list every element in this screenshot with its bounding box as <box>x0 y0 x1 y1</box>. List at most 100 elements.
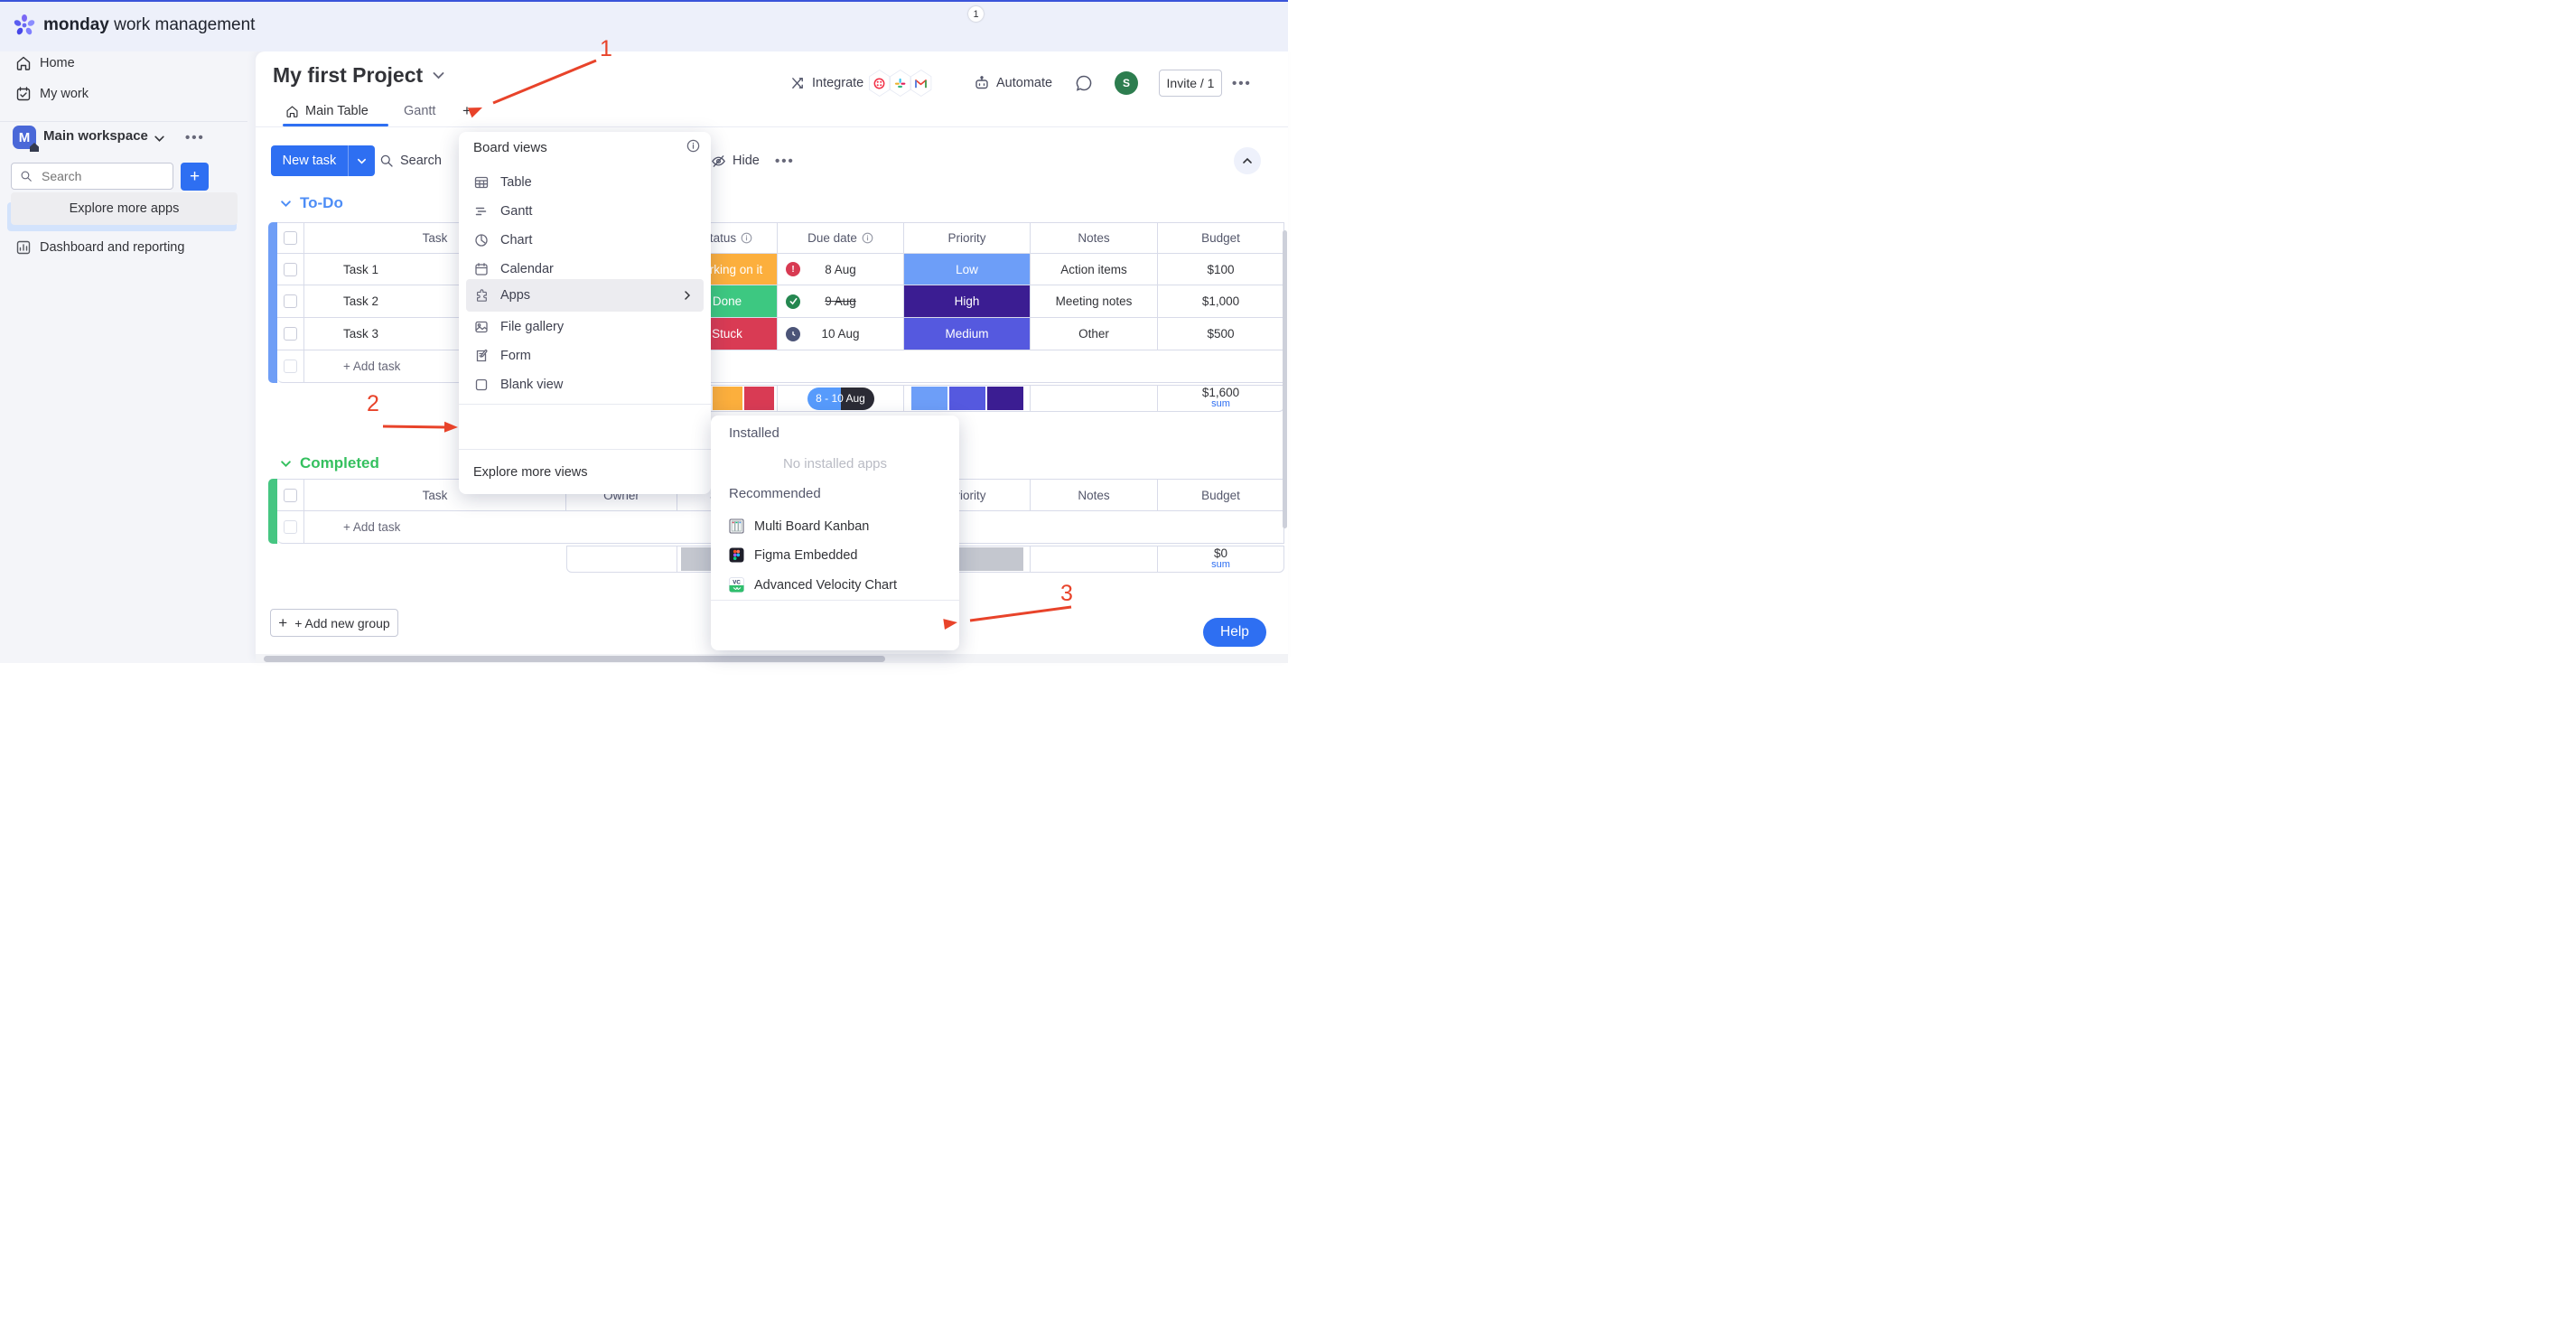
add-task-row-todo[interactable]: + Add task <box>277 350 1284 383</box>
add-board-button[interactable]: + <box>181 163 209 191</box>
info-icon[interactable] <box>686 139 700 153</box>
toolbar-menu-dots[interactable]: ••• <box>775 154 795 169</box>
sidebar-search-input[interactable] <box>40 168 161 184</box>
notes-cell[interactable]: Action items <box>1031 254 1158 285</box>
sidebar-search[interactable] <box>11 163 173 190</box>
board-views-item-form[interactable]: Form <box>466 342 704 369</box>
board-title[interactable]: My first Project <box>273 63 445 88</box>
add-view-tab[interactable]: + <box>462 102 471 119</box>
workspace-name[interactable]: Main workspace <box>43 128 148 144</box>
board-menu-dots[interactable]: ••• <box>1232 76 1252 91</box>
workspace-chevron-down-icon[interactable] <box>154 133 165 145</box>
gantt-icon <box>475 207 487 215</box>
info-icon <box>862 232 873 244</box>
board-views-item-calendar[interactable]: Calendar <box>466 256 704 282</box>
due-date-cell[interactable]: ! 8 Aug <box>778 254 904 285</box>
board-views-item-chart[interactable]: Chart <box>466 227 704 253</box>
upcoming-clock-icon <box>786 326 800 341</box>
select-all-checkbox[interactable] <box>277 479 304 511</box>
column-header-due-date[interactable]: Due date <box>778 222 904 254</box>
group-color-bar-todo <box>268 222 277 383</box>
sidebar-item-dashboard-and-reporting[interactable]: Dashboard and reporting <box>0 233 247 262</box>
workspace-initial: M <box>18 129 31 145</box>
sidebar-item-home[interactable]: Home <box>0 49 247 78</box>
app-item-multi-board-kanban[interactable]: Multi Board Kanban <box>722 513 948 539</box>
workspace-icon[interactable]: M <box>13 126 39 152</box>
horizontal-scrollbar-thumb[interactable] <box>264 656 885 662</box>
slack-badge-icon <box>890 70 911 97</box>
board-member-avatar[interactable]: S <box>1115 71 1138 95</box>
board-chat-icon[interactable] <box>1075 74 1093 92</box>
board-views-item-apps[interactable]: Apps <box>466 279 704 312</box>
group-collapse-chevron-icon[interactable] <box>280 458 292 470</box>
group-title-todo[interactable]: To-Do <box>280 192 343 214</box>
group-title-completed[interactable]: Completed <box>280 453 379 474</box>
submenu-divider <box>711 600 959 601</box>
board-search-button[interactable]: Search <box>379 145 442 176</box>
board-views-item-file-gallery[interactable]: File gallery <box>466 313 704 340</box>
column-header-budget[interactable]: Budget <box>1158 222 1284 254</box>
row-checkbox[interactable] <box>277 350 304 383</box>
hide-columns-button[interactable]: Hide <box>711 145 760 176</box>
home-icon <box>16 56 31 70</box>
board-views-item-blank-view[interactable]: Blank view <box>466 371 704 397</box>
due-date-cell[interactable]: 9 Aug <box>778 285 904 318</box>
file-gallery-icon <box>475 321 488 332</box>
board-views-item-gantt[interactable]: Gantt <box>466 198 704 224</box>
budget-cell[interactable]: $100 <box>1158 254 1284 285</box>
priority-cell[interactable]: High <box>904 285 1031 318</box>
vertical-scrollbar-thumb[interactable] <box>1283 230 1287 528</box>
tab-gantt[interactable]: Gantt <box>404 104 436 118</box>
notes-cell[interactable]: Other <box>1031 318 1158 350</box>
budget-cell[interactable]: $1,000 <box>1158 285 1284 318</box>
form-icon <box>476 349 488 361</box>
task-row-1[interactable]: Task 1 Working on it ! 8 Aug Low Action … <box>277 254 1284 285</box>
info-icon <box>741 232 752 244</box>
explore-more-views-link[interactable]: Explore more views <box>473 465 588 480</box>
invite-button[interactable]: Invite / 1 <box>1159 70 1222 97</box>
sidebar-item-my-work[interactable]: My work <box>0 79 247 108</box>
done-check-icon <box>786 294 800 309</box>
select-all-checkbox[interactable] <box>277 222 304 254</box>
recommended-header: Recommended <box>729 486 821 501</box>
workspace-menu-dots[interactable]: ••• <box>185 130 205 145</box>
integrate-button[interactable]: Integrate <box>790 70 933 97</box>
column-header-notes[interactable]: Notes <box>1031 479 1158 511</box>
group-collapse-chevron-icon[interactable] <box>280 198 292 210</box>
monday-logo[interactable]: monday work management <box>13 14 255 37</box>
explore-more-apps-button[interactable]: Explore more apps <box>11 192 238 225</box>
top-bar <box>0 0 1288 51</box>
new-task-dropdown[interactable] <box>348 145 375 176</box>
automate-button[interactable]: Automate <box>974 70 1052 97</box>
add-task-button[interactable]: + Add task <box>304 350 1284 383</box>
board-views-item-table[interactable]: Table <box>466 169 704 195</box>
priority-cell[interactable]: Medium <box>904 318 1031 350</box>
task-row-2[interactable]: Task 2 Done 9 Aug High Meeting notes $1,… <box>277 285 1284 318</box>
pie-chart-icon <box>475 233 488 247</box>
budget-sum-cell[interactable]: $1,600 sum <box>1158 385 1284 412</box>
column-header-budget[interactable]: Budget <box>1158 479 1284 511</box>
row-checkbox[interactable] <box>277 318 304 350</box>
priority-summary-battery[interactable] <box>904 385 1031 412</box>
app-item-figma-embedded[interactable]: Figma Embedded <box>722 542 948 568</box>
priority-cell[interactable]: Low <box>904 254 1031 285</box>
app-item-advanced-velocity-chart[interactable]: VC Advanced Velocity Chart <box>722 572 948 598</box>
add-new-group-button[interactable]: + + Add new group <box>270 609 398 637</box>
budget-cell[interactable]: $500 <box>1158 318 1284 350</box>
column-header-priority[interactable]: Priority <box>904 222 1031 254</box>
notes-cell[interactable]: Meeting notes <box>1031 285 1158 318</box>
budget-sum-cell[interactable]: $0 sum <box>1158 546 1284 573</box>
task-row-3[interactable]: Task 3 Stuck 10 Aug Medium Other $500 <box>277 318 1284 350</box>
column-header-notes[interactable]: Notes <box>1031 222 1158 254</box>
new-task-button[interactable]: New task <box>271 145 375 176</box>
collapse-header-button[interactable] <box>1234 147 1261 174</box>
help-button[interactable]: Help <box>1203 618 1266 647</box>
row-checkbox[interactable] <box>277 254 304 285</box>
due-date-cell[interactable]: 10 Aug <box>778 318 904 350</box>
tab-main-table[interactable]: Main Table <box>285 99 369 123</box>
row-checkbox[interactable] <box>277 285 304 318</box>
date-range-pill[interactable]: 8 - 10 Aug <box>778 385 904 412</box>
row-checkbox[interactable] <box>277 511 304 544</box>
summary-row-todo: 8 - 10 Aug $1,600 sum <box>277 385 1284 412</box>
no-installed-apps-text: No installed apps <box>782 456 888 472</box>
